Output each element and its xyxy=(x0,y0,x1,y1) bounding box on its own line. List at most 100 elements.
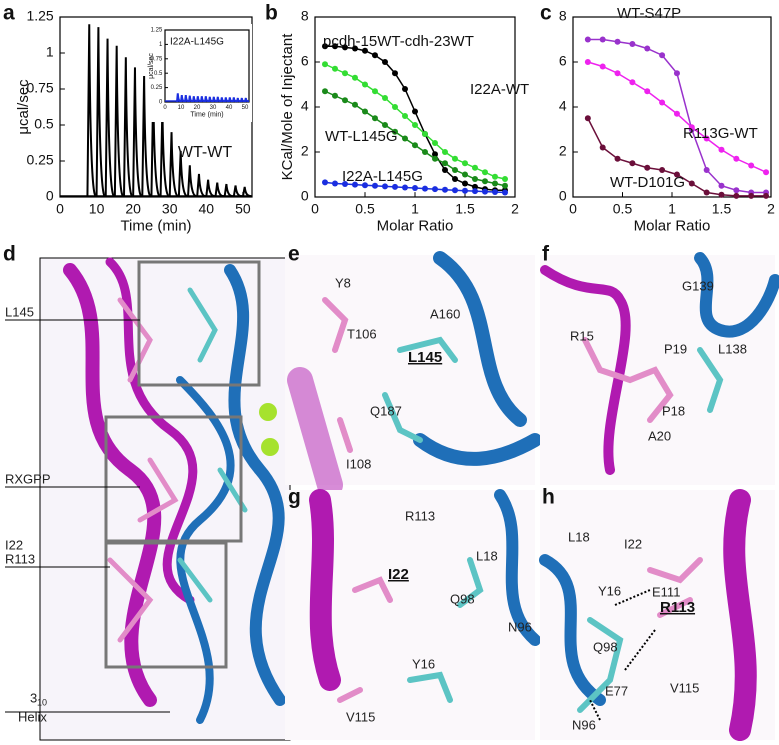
structure-g-image xyxy=(285,489,541,740)
injection-peak xyxy=(104,38,116,198)
injection-peak xyxy=(141,76,152,198)
data-point xyxy=(362,47,368,54)
data-point xyxy=(442,186,448,193)
x-tick-label: 0.5 xyxy=(355,200,375,216)
data-point xyxy=(472,164,478,171)
data-point xyxy=(342,180,348,187)
data-point xyxy=(392,70,398,77)
residue-label: T106 xyxy=(347,326,377,341)
y-tick-label: 2 xyxy=(301,143,309,159)
residue-label: P18 xyxy=(662,403,685,418)
y-tick-label: 1.25 xyxy=(26,8,53,24)
y-tick-label: 0.75 xyxy=(151,56,163,62)
x-tick-label: 1 xyxy=(668,200,676,216)
data-point xyxy=(584,115,591,122)
data-point xyxy=(382,183,388,190)
structure-e-image xyxy=(285,251,542,498)
data-point xyxy=(472,188,478,195)
data-point xyxy=(718,182,725,189)
x-axis-label: Time (min) xyxy=(190,111,223,118)
injection-peak xyxy=(205,179,215,198)
data-point xyxy=(442,160,448,167)
data-point xyxy=(599,63,606,70)
data-point xyxy=(644,45,651,52)
injection-peak xyxy=(196,173,206,198)
injection-peak xyxy=(177,150,188,198)
data-point xyxy=(372,182,378,189)
y-tick-label: 0.25 xyxy=(26,152,53,168)
data-point xyxy=(392,183,398,190)
y-tick-label: 2 xyxy=(559,143,567,159)
injection-peak xyxy=(214,182,225,198)
data-point xyxy=(688,180,695,187)
data-point xyxy=(322,43,328,50)
residue-label: RXGPP xyxy=(5,471,51,486)
panel-letter: e xyxy=(288,243,300,266)
panel-letter: g xyxy=(288,486,301,509)
injection-peak xyxy=(244,97,250,103)
data-point xyxy=(332,43,338,50)
x-tick-label: 2 xyxy=(511,200,519,216)
x-tick-label: 20 xyxy=(194,105,201,111)
data-point xyxy=(432,140,438,146)
data-point xyxy=(599,36,606,43)
data-point xyxy=(382,95,388,101)
data-point xyxy=(629,41,636,47)
data-point xyxy=(462,171,468,178)
panel-letter: b xyxy=(265,2,278,25)
residue-label: R113 xyxy=(405,508,435,523)
data-point xyxy=(332,65,338,72)
y-tick-label: 1 xyxy=(46,44,54,60)
residue-label: Helix xyxy=(18,709,47,724)
residue-label: R113 xyxy=(660,599,695,616)
y-tick-label: 0 xyxy=(159,100,163,106)
y-tick-label: 0 xyxy=(559,188,567,204)
data-point xyxy=(362,108,368,115)
x-tick-label: 1.5 xyxy=(712,200,732,216)
structure-h-image xyxy=(539,489,775,741)
y-tick-label: 0 xyxy=(46,188,54,204)
y-axis-label: KCal/Mole of Injectant xyxy=(279,33,296,181)
data-point xyxy=(342,70,348,77)
residue-label: R113 xyxy=(5,551,35,566)
y-axis-label: μcal/sec xyxy=(15,79,32,135)
data-point xyxy=(322,179,328,186)
data-point xyxy=(372,52,378,59)
panel-letter: h xyxy=(542,486,555,509)
data-point xyxy=(452,167,458,173)
data-point xyxy=(472,176,478,182)
data-point xyxy=(584,59,591,65)
data-point xyxy=(332,92,338,99)
data-point xyxy=(392,104,398,110)
residue-label: E77 xyxy=(605,683,628,698)
data-point xyxy=(332,180,338,187)
x-tick-label: 40 xyxy=(198,200,214,216)
data-point xyxy=(703,167,710,173)
x-tick-label: 40 xyxy=(226,105,233,111)
data-point xyxy=(748,192,755,199)
data-point xyxy=(372,88,378,95)
x-tick-label: 0 xyxy=(56,200,64,216)
y-axis-label: μcal/sec xyxy=(148,53,155,79)
panel-letter: a xyxy=(3,2,15,25)
injection-peak xyxy=(113,45,125,198)
y-tick-label: 8 xyxy=(559,8,567,24)
data-point xyxy=(422,185,428,192)
data-point xyxy=(432,186,438,193)
residue-label: R15 xyxy=(570,328,594,343)
series-label: I22A-WT xyxy=(470,81,529,98)
data-point xyxy=(733,192,740,199)
injection-peak xyxy=(168,132,180,198)
data-point xyxy=(342,44,348,51)
data-point xyxy=(614,155,621,162)
residue-label: N96 xyxy=(508,619,532,634)
data-point xyxy=(673,171,680,178)
data-point xyxy=(502,176,508,182)
residue-label: I22 xyxy=(388,566,409,583)
residue-label: E111 xyxy=(652,584,680,599)
injection-peak xyxy=(86,24,97,198)
data-point xyxy=(718,146,725,153)
data-point xyxy=(733,155,740,162)
data-point xyxy=(362,182,368,189)
